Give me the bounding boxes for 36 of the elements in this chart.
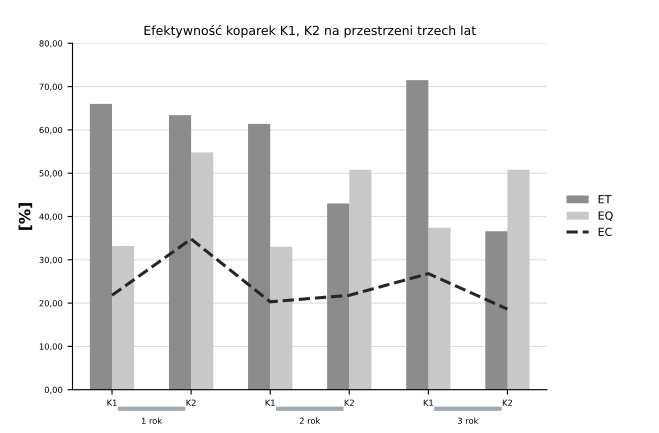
text: 2 rok [300,417,320,424]
bar [270,246,292,390]
y-axis-title: [%] [18,203,32,230]
line-series [110,237,509,311]
bar [248,124,270,390]
x-tick-label: K1 [266,400,275,406]
text: 3 rok [458,417,478,424]
bar [406,80,428,390]
x-tick-label: K1 [107,400,117,406]
x-tick-label: K2 [344,400,354,406]
y-tick-label: 60,00 [39,126,62,134]
bar [507,170,530,390]
bar [112,246,134,390]
bar [428,228,450,390]
x-tick-label: K2 [186,400,196,406]
x-tick-label: K1 [424,400,433,406]
y-tick-label: 10,00 [40,343,62,351]
bar [349,170,372,390]
y-tick-label: 40,00 [39,213,62,221]
y-tick-label: 20,00 [40,300,62,308]
legend-label: EC [598,228,612,236]
bar [485,231,508,390]
bar [327,204,350,390]
legend-label: ET [598,195,612,204]
y-tick-label: 50,00 [40,170,62,178]
bar [168,115,192,390]
y-tick-label: 0,00 [44,386,62,394]
bar [191,152,214,390]
y-tick-label: 70,00 [40,84,62,91]
y-tick-label: 30,00 [40,256,62,264]
text: 1 rok [142,417,162,424]
y-tick-label: 80,00 [39,40,62,48]
chart-title: Efektywność koparek K1, K2 na przestrzeni trzech lat [144,24,476,38]
bar [90,104,112,390]
legend-label: EQ [598,211,613,221]
x-tick-label: K2 [502,400,512,406]
